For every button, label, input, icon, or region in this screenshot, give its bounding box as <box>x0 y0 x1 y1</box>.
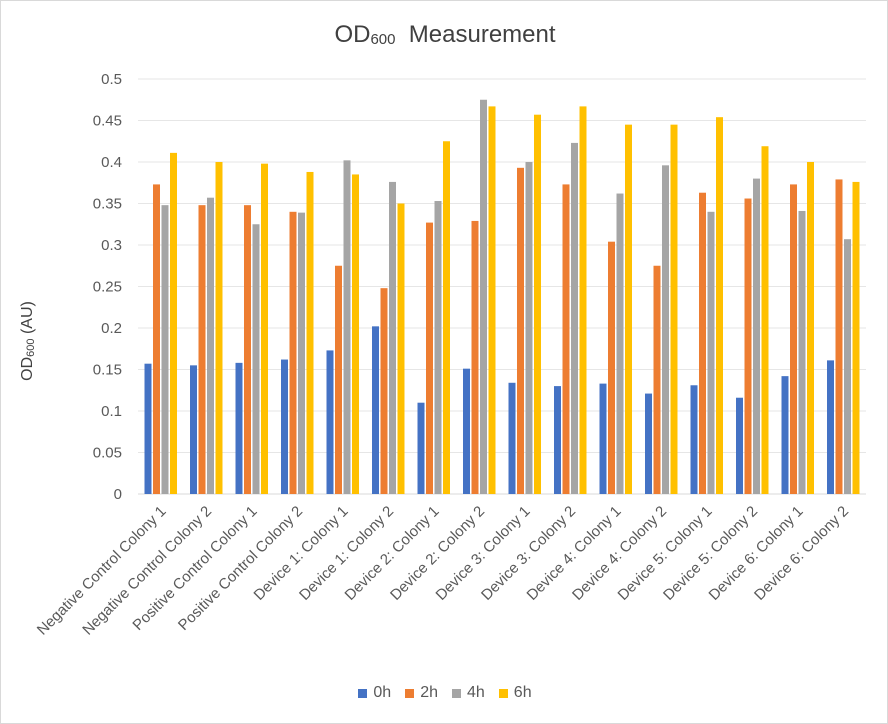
legend-swatch <box>452 688 461 698</box>
legend-label: 6h <box>513 684 532 701</box>
y-tick-label: 0.4 <box>101 154 122 171</box>
bar-0h-16 <box>827 360 834 494</box>
legend-item-2h: 2h <box>405 684 438 702</box>
y-tick-label: 0.5 <box>101 71 122 88</box>
bar-6h-3 <box>261 163 268 494</box>
legend-item-0h: 0h <box>358 684 391 702</box>
y-tick-label: 0.15 <box>93 362 122 379</box>
bar-2h-13 <box>699 192 706 494</box>
bar-6h-4 <box>306 171 314 494</box>
bar-0h-10 <box>554 386 561 494</box>
bar-4h-10 <box>571 142 578 494</box>
bar-2h-11 <box>608 241 615 494</box>
bar-0h-6 <box>372 326 379 494</box>
y-tick-label: 0.05 <box>93 445 122 462</box>
bar-2h-4 <box>289 211 297 495</box>
bar-0h-13 <box>690 385 698 494</box>
bar-4h-11 <box>616 193 624 495</box>
legend-label: 4h <box>467 684 485 701</box>
legend-swatch <box>498 688 508 698</box>
bar-6h-7 <box>443 141 450 494</box>
bar-4h-15 <box>798 210 806 494</box>
bar-6h-2 <box>215 162 223 494</box>
bar-2h-14 <box>744 198 752 494</box>
bar-2h-5 <box>335 265 342 494</box>
bar-4h-7 <box>434 201 442 494</box>
bar-4h-5 <box>343 160 351 494</box>
bar-6h-1 <box>170 152 177 494</box>
bar-6h-5 <box>352 174 359 494</box>
bar-2h-10 <box>562 184 570 494</box>
bar-4h-12 <box>662 165 669 494</box>
legend-item-4h: 4h <box>452 684 485 702</box>
bar-6h-10 <box>579 106 587 494</box>
bar-6h-13 <box>716 117 723 495</box>
bar-4h-2 <box>207 197 214 494</box>
bar-0h-9 <box>508 382 516 494</box>
bar-4h-1 <box>161 205 169 494</box>
y-tick-label: 0.35 <box>93 196 122 213</box>
bar-0h-5 <box>326 350 334 494</box>
bar-6h-12 <box>670 124 678 495</box>
bar-0h-3 <box>235 362 243 494</box>
legend: 0h 2h 4h 6h <box>1 684 888 702</box>
bar-2h-3 <box>244 205 251 494</box>
bar-4h-14 <box>753 178 760 494</box>
bar-6h-15 <box>807 162 814 494</box>
bar-0h-15 <box>781 376 789 494</box>
bar-2h-7 <box>426 222 433 494</box>
plot-area: 00.050.10.150.20.250.30.350.40.450.5Nega… <box>34 71 866 639</box>
bar-2h-9 <box>517 167 524 494</box>
y-tick-label: 0.3 <box>101 237 122 254</box>
legend-swatch <box>358 688 368 698</box>
y-tick-label: 0 <box>114 486 122 503</box>
bar-6h-6 <box>397 203 405 494</box>
legend-label: 2h <box>420 684 438 701</box>
y-tick-label: 0.25 <box>93 279 122 296</box>
bar-4h-8 <box>480 99 487 494</box>
bar-0h-1 <box>144 363 152 494</box>
bar-4h-3 <box>252 224 260 494</box>
bar-0h-4 <box>281 359 288 494</box>
bar-4h-13 <box>707 211 715 495</box>
bar-2h-12 <box>653 265 661 494</box>
bar-2h-6 <box>380 288 388 494</box>
bar-6h-14 <box>761 146 769 495</box>
bar-6h-8 <box>488 106 496 494</box>
bar-0h-8 <box>463 368 470 494</box>
y-tick-label: 0.45 <box>93 113 122 130</box>
bar-2h-15 <box>790 184 797 494</box>
bar-4h-4 <box>298 212 305 494</box>
bar-2h-8 <box>471 220 479 494</box>
bar-6h-11 <box>625 124 632 495</box>
bar-0h-12 <box>645 393 652 494</box>
legend-label: 0h <box>373 684 392 701</box>
bar-0h-14 <box>736 397 743 494</box>
chart-title: OD600 Measurement <box>334 21 556 48</box>
legend-item-6h: 6h <box>498 684 532 702</box>
bar-2h-2 <box>198 205 206 494</box>
bar-4h-6 <box>389 181 396 495</box>
bar-6h-16 <box>852 181 860 495</box>
bar-6h-9 <box>534 114 541 494</box>
bar-0h-7 <box>417 402 425 494</box>
bar-2h-1 <box>153 184 160 494</box>
bar-0h-2 <box>190 365 197 494</box>
y-tick-label: 0.2 <box>101 320 122 337</box>
bar-4h-16 <box>844 239 851 494</box>
bar-0h-11 <box>599 383 607 494</box>
bar-2h-16 <box>835 179 843 494</box>
bar-4h-9 <box>525 162 533 494</box>
legend-swatch <box>405 688 415 698</box>
y-tick-label: 0.1 <box>101 403 122 420</box>
